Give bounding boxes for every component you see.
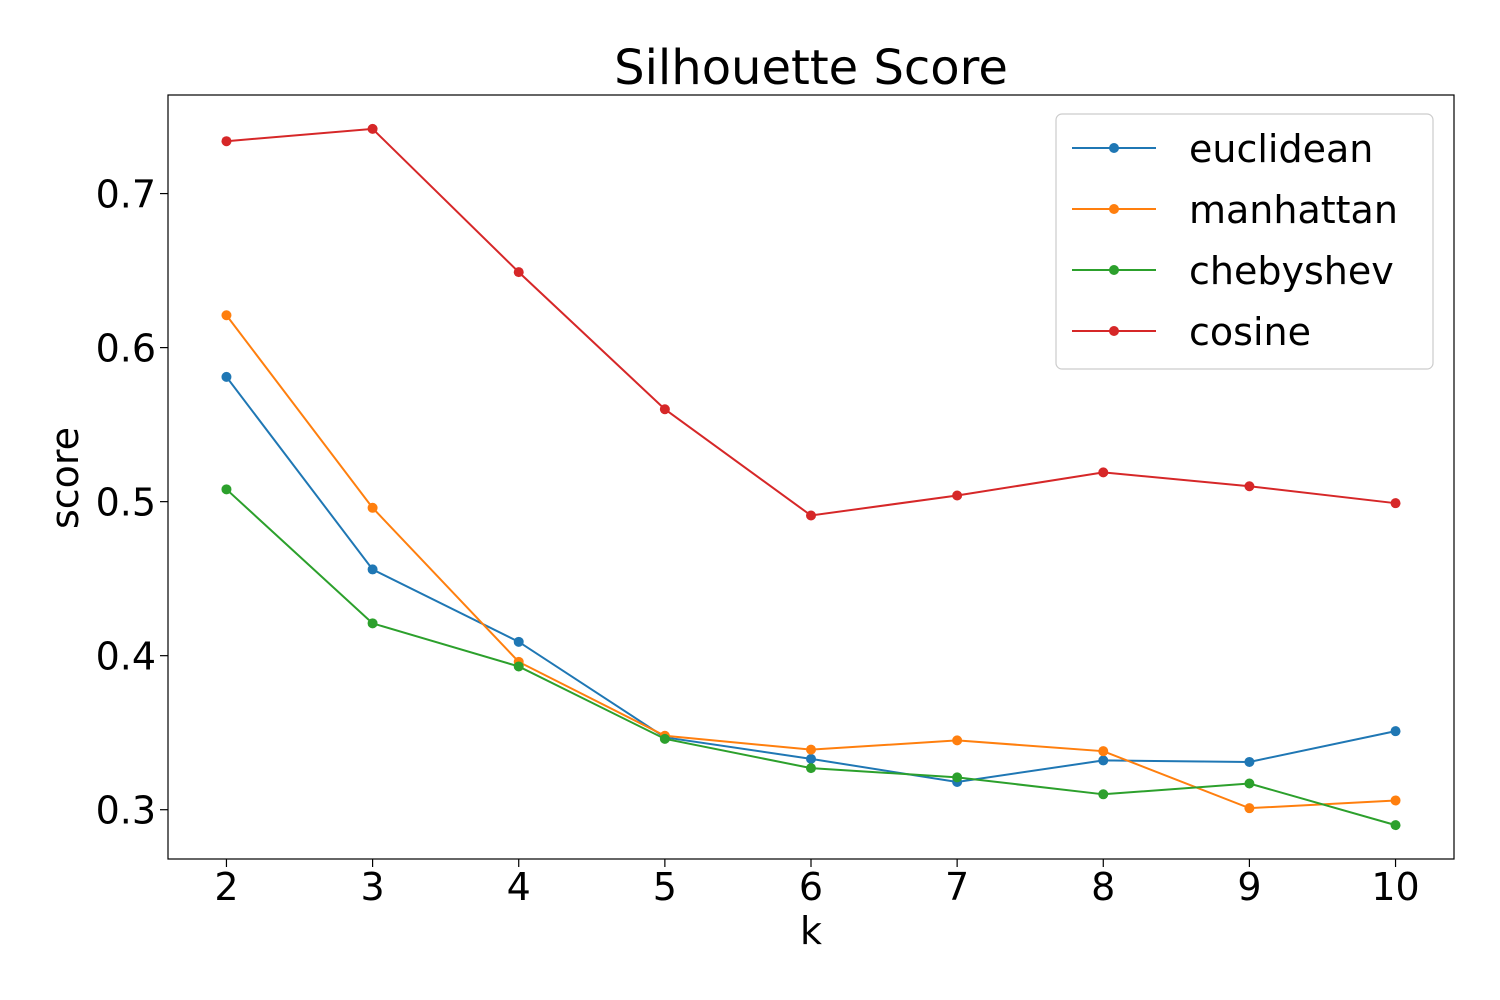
data-point-manhattan (952, 735, 963, 746)
y-tick-label: 0.7 (96, 173, 156, 217)
x-tick-label: 10 (1371, 865, 1419, 909)
legend-marker-manhattan (1109, 204, 1119, 214)
data-point-euclidean (367, 564, 378, 575)
data-point-chebyshev (513, 661, 524, 672)
y-tick-label: 0.3 (96, 789, 156, 833)
data-point-manhattan (1244, 803, 1255, 814)
data-point-cosine (1390, 498, 1401, 509)
series-cosine (221, 123, 1401, 521)
data-point-cosine (513, 267, 524, 278)
data-point-chebyshev (1390, 820, 1401, 831)
data-point-euclidean (1098, 755, 1109, 766)
x-tick-label: 6 (799, 865, 823, 909)
x-tick-label: 7 (945, 865, 969, 909)
legend-label-manhattan: manhattan (1189, 188, 1398, 232)
y-tick-label: 0.5 (96, 481, 156, 525)
legend-label-cosine: cosine (1189, 310, 1311, 354)
x-tick-label: 3 (360, 865, 384, 909)
data-point-manhattan (806, 744, 816, 755)
legend: euclidean manhattan chebyshev cosine (1055, 113, 1434, 370)
y-tick-label: 0.4 (96, 635, 156, 679)
data-point-chebyshev (806, 763, 816, 774)
data-point-cosine (1244, 481, 1255, 492)
series-chebyshev (221, 484, 1401, 831)
x-axis: 2 3 4 5 6 7 8 9 10 (214, 859, 1420, 909)
data-point-cosine (659, 404, 670, 415)
data-point-cosine (221, 136, 232, 147)
data-point-euclidean (221, 371, 232, 382)
data-point-euclidean (1390, 726, 1401, 737)
data-point-cosine (952, 490, 963, 501)
x-axis-label: k (800, 909, 822, 953)
chart-title: Silhouette Score (614, 40, 1008, 96)
data-point-chebyshev (952, 772, 963, 783)
x-tick-label: 8 (1091, 865, 1115, 909)
y-tick-label: 0.6 (96, 327, 156, 371)
data-point-manhattan (221, 310, 232, 321)
y-axis-label: score (43, 427, 87, 529)
data-point-manhattan (1390, 795, 1401, 806)
legend-marker-chebyshev (1109, 265, 1119, 275)
data-point-euclidean (806, 753, 816, 764)
data-point-chebyshev (659, 733, 670, 744)
data-point-cosine (367, 123, 378, 134)
x-tick-label: 5 (653, 865, 677, 909)
data-point-euclidean (513, 636, 524, 647)
data-point-cosine (806, 510, 816, 521)
x-tick-label: 2 (214, 865, 238, 909)
data-point-chebyshev (367, 618, 378, 629)
data-point-chebyshev (221, 484, 232, 495)
legend-label-chebyshev: chebyshev (1189, 249, 1394, 293)
legend-marker-cosine (1109, 326, 1119, 336)
data-point-chebyshev (1098, 789, 1109, 800)
x-tick-label: 9 (1237, 865, 1261, 909)
series-layer (221, 123, 1401, 831)
data-point-manhattan (1098, 746, 1109, 757)
data-point-euclidean (1244, 756, 1255, 767)
legend-marker-euclidean (1109, 143, 1119, 153)
y-axis: 0.3 0.4 0.5 0.6 0.7 (96, 173, 168, 833)
legend-label-euclidean: euclidean (1189, 127, 1373, 171)
legend-frame (1055, 113, 1434, 370)
data-point-cosine (1098, 467, 1109, 478)
data-point-manhattan (367, 502, 378, 513)
data-point-chebyshev (1244, 778, 1255, 789)
x-tick-label: 4 (507, 865, 531, 909)
